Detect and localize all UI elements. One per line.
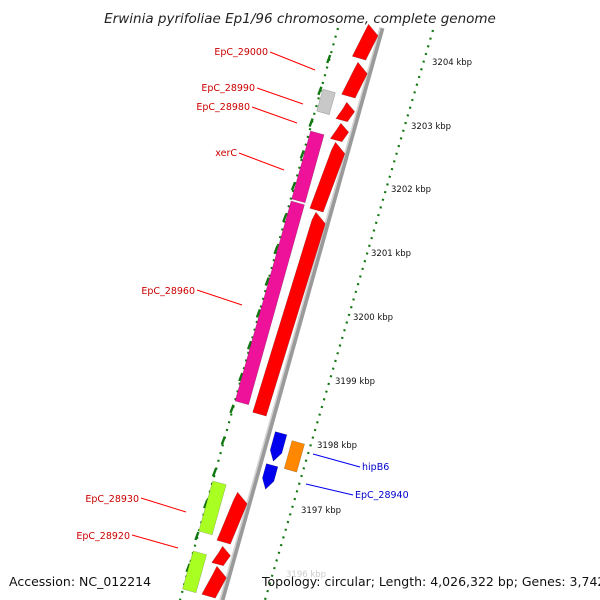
ruler-tick xyxy=(308,118,314,128)
gene-label-epc-28920[interactable]: EpC_28920 xyxy=(76,531,130,542)
gene-label-epc-28930[interactable]: EpC_28930 xyxy=(85,494,139,505)
gene-feature-lime-epc-28930[interactable] xyxy=(198,480,227,536)
kbp-label: 3202 kbp xyxy=(391,185,431,195)
connector-hipb6 xyxy=(312,453,361,468)
ruler-tick xyxy=(185,563,191,573)
ruler-tick xyxy=(238,372,244,382)
gene-labels: EpC_29000 EpC_28990 EpC_28980 xerC EpC_2… xyxy=(76,47,408,542)
gene-feature-grey[interactable] xyxy=(316,88,336,115)
ruler-tick xyxy=(203,499,209,509)
kbp-label: 3201 kbp xyxy=(371,249,411,259)
ruler-tick xyxy=(282,213,288,223)
ruler-tick xyxy=(194,531,200,541)
connector-epc-28960 xyxy=(196,289,243,306)
gene-feature-magenta-xerc[interactable] xyxy=(291,130,325,204)
gene-feature-lime-epc-28920[interactable] xyxy=(182,550,207,594)
outer-dotted-ruler xyxy=(263,29,435,600)
gene-feature-blue-upper[interactable] xyxy=(269,431,288,462)
gene-label-epc-28980[interactable]: EpC_28980 xyxy=(196,102,250,113)
connector-epc-28930 xyxy=(140,497,187,513)
gene-feature-epc-28990[interactable] xyxy=(335,101,356,123)
kbp-label: 3197 kbp xyxy=(301,506,341,516)
label-connectors xyxy=(131,51,361,549)
ruler-tick xyxy=(264,277,270,287)
gene-label-hipb6[interactable]: hipB6 xyxy=(362,462,389,473)
connector-epc-29000 xyxy=(269,51,316,71)
kbp-label: 3204 kbp xyxy=(432,58,472,68)
gene-label-xerc[interactable]: xerC xyxy=(215,148,237,159)
gene-feature-epc-28920[interactable] xyxy=(211,545,231,567)
kbp-labels: 3204 kbp 3203 kbp 3202 kbp 3201 kbp 3200… xyxy=(286,58,472,580)
gene-label-epc-29000[interactable]: EpC_29000 xyxy=(214,47,268,58)
gene-feature-epc-29000[interactable] xyxy=(341,61,368,99)
kbp-label: 3196 kbp xyxy=(286,570,326,580)
ruler-tick xyxy=(317,86,323,96)
ruler-tick xyxy=(290,181,297,191)
ruler-tick xyxy=(220,436,226,446)
kbp-label: 3203 kbp xyxy=(411,122,451,132)
ruler-tick xyxy=(273,245,279,255)
ruler-tick xyxy=(299,149,305,159)
gene-feature-epc-28960[interactable] xyxy=(252,211,326,417)
accession-text: Accession: NC_012214 xyxy=(9,574,151,589)
connector-epc-28920 xyxy=(131,534,179,549)
ruler-tick xyxy=(326,54,332,64)
gene-label-epc-28940[interactable]: EpC_28940 xyxy=(355,490,409,501)
gene-label-epc-28990[interactable]: EpC_28990 xyxy=(201,83,255,94)
ruler-tick xyxy=(246,340,253,350)
gene-feature-orange-hipb6[interactable] xyxy=(283,440,305,473)
gene-feature-epc-28980[interactable] xyxy=(329,122,350,143)
gene-label-epc-28960[interactable]: EpC_28960 xyxy=(141,286,195,297)
gene-feature-red-bottom[interactable] xyxy=(201,565,227,599)
long-ticks xyxy=(185,54,332,573)
connector-xerc xyxy=(238,152,285,171)
gene-feature-epc-28930[interactable] xyxy=(216,491,248,545)
ruler-tick xyxy=(255,308,262,318)
topology-text: Topology: circular; Length: 4,026,322 bp… xyxy=(261,574,600,589)
gene-feature-epc-29000-top[interactable] xyxy=(351,23,379,61)
gene-features xyxy=(182,23,379,599)
connector-epc-28990 xyxy=(256,87,304,105)
ruler-tick xyxy=(229,404,235,414)
connector-epc-28940 xyxy=(305,483,354,496)
gene-feature-blue-epc-28940[interactable] xyxy=(262,463,279,490)
gene-feature-xerc[interactable] xyxy=(309,141,346,213)
map-title: Erwinia pyrifoliae Ep1/96 chromosome, co… xyxy=(104,11,496,27)
kbp-label: 3199 kbp xyxy=(335,377,375,387)
kbp-label: 3198 kbp xyxy=(317,441,357,451)
connector-epc-28980 xyxy=(251,106,298,124)
kbp-label: 3200 kbp xyxy=(353,313,393,323)
gene-feature-magenta-epc-28960[interactable] xyxy=(234,200,305,406)
ruler-tick xyxy=(211,467,218,477)
